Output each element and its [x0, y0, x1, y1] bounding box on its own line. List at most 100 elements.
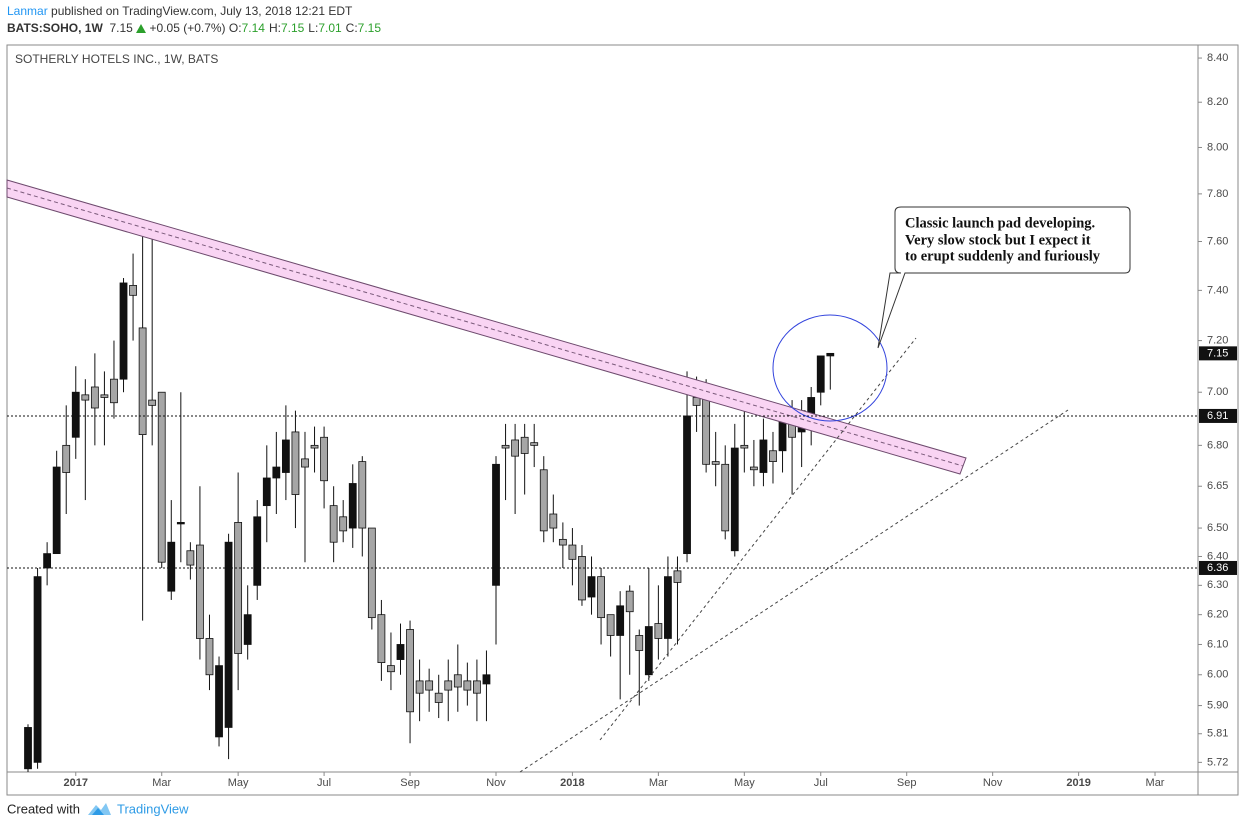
candle-body: [81, 394, 90, 401]
y-tick-label: 7.60: [1207, 235, 1228, 247]
callout: [877, 206, 1131, 349]
publish-line: Lanmar published on TradingView.com, Jul…: [7, 4, 352, 18]
x-tick-label: Jul: [317, 777, 331, 789]
candle-body: [749, 466, 758, 471]
candle-body: [358, 461, 367, 529]
candle-body: [406, 629, 414, 713]
ohlc-value: 7.14: [241, 21, 265, 35]
candle-body: [348, 483, 357, 529]
candle-body: [568, 544, 577, 560]
x-tick-label: 2018: [560, 777, 584, 789]
candle-body: [339, 516, 348, 532]
symbol: BATS:SOHO, 1W: [7, 21, 103, 35]
author[interactable]: Lanmar: [7, 4, 48, 18]
x-tick-label: Sep: [897, 777, 917, 789]
candle-body: [492, 463, 500, 586]
candle-body: [625, 590, 634, 613]
y-tick-label: 5.72: [1207, 756, 1228, 768]
candle-body: [511, 439, 520, 457]
candle-body: [43, 553, 52, 569]
candle-body: [549, 513, 558, 529]
y-tick-label: 6.10: [1207, 638, 1228, 650]
y-tick-label: 5.81: [1207, 728, 1228, 740]
annotation: Very slow stock but I expect it: [905, 232, 1091, 248]
candle-body: [291, 431, 300, 495]
y-tick-label: 6.50: [1207, 522, 1228, 534]
footer-brand[interactable]: TradingView: [117, 801, 189, 816]
candle-body: [578, 556, 586, 601]
candle-body: [425, 680, 434, 691]
candle-body: [62, 444, 71, 473]
y-tick-label: 6.00: [1207, 669, 1228, 681]
marks: [24, 229, 835, 772]
footer-text: Created with: [7, 801, 80, 816]
candle-body: [90, 386, 99, 409]
candle-body: [769, 450, 777, 462]
candle-body: [281, 439, 290, 473]
last-price: 7.15: [109, 21, 133, 35]
candle-body: [463, 680, 472, 691]
last-price-tag: [1199, 346, 1237, 361]
candle-body: [482, 674, 491, 685]
y-tick-label: 8.40: [1207, 52, 1228, 64]
candle-body: [157, 391, 166, 563]
candle-body: [664, 576, 672, 639]
candle-body: [24, 727, 32, 770]
symbol-line: BATS:SOHO, 1W 7.15 +0.05 (+0.7%) O:7.14 H…: [7, 21, 385, 35]
x-tick-label: Nov: [983, 777, 1003, 789]
candle-body: [329, 505, 338, 543]
chart-frame: [6, 44, 1239, 796]
candle-body: [587, 576, 596, 598]
highlight-ellipse: [772, 314, 888, 422]
x-tick-label: May: [228, 777, 249, 789]
x-tick-label: Mar: [152, 777, 171, 789]
candle-body: [215, 665, 223, 738]
y-tick-label: 6.30: [1207, 579, 1228, 591]
candle-body: [272, 466, 281, 479]
candle-body: [644, 626, 653, 676]
last-price-label: 7.15: [1207, 347, 1228, 359]
candle-body: [387, 665, 395, 673]
candle-body: [367, 527, 376, 619]
candle-body: [234, 522, 243, 654]
x-tick-label: Mar: [649, 777, 668, 789]
logo: [88, 803, 111, 815]
ohlc-value: 7.15: [357, 21, 382, 35]
candle-body: [396, 644, 405, 660]
candle-body: [683, 415, 691, 555]
candle-body: [148, 399, 157, 406]
channel-midline: [6, 187, 964, 467]
candle-body: [740, 444, 749, 449]
x-tick-label: Nov: [486, 777, 506, 789]
change: +0.05 (+0.7%): [149, 21, 226, 35]
y-tick-label: 6.40: [1207, 550, 1228, 562]
candle-body: [110, 378, 118, 404]
candle-body: [453, 674, 462, 688]
candle-body: [558, 538, 567, 546]
annotation: to erupt suddenly and furiously: [905, 248, 1101, 264]
y-tick-label: 6.20: [1207, 609, 1228, 621]
overlays: 6.91 6.36 7.15: [7, 346, 1237, 575]
y-tick-label: 7.80: [1207, 188, 1228, 200]
x-tick-label: 2017: [64, 777, 88, 789]
x-tick-label: Sep: [400, 777, 420, 789]
candle-body: [539, 469, 548, 532]
x-tick-label: 2019: [1066, 777, 1090, 789]
candle-body: [196, 544, 204, 639]
annotation: Classic launch pad developing.: [905, 215, 1095, 231]
y-tick-label: 7.40: [1207, 284, 1228, 296]
candle-body: [129, 285, 137, 296]
candle-body: [310, 444, 319, 449]
candle-body: [377, 614, 386, 663]
candle-body: [186, 550, 195, 566]
support-line: [599, 337, 917, 741]
candle-body: [702, 391, 711, 465]
y-tick-label: 6.65: [1207, 480, 1228, 492]
candle-body: [711, 461, 720, 465]
candle-body: [721, 463, 730, 532]
ohlc-value: 7.15: [280, 21, 305, 35]
ohlc-label: O:: [228, 21, 242, 35]
x-tick-label: Mar: [1146, 777, 1165, 789]
candle-body: [176, 522, 185, 525]
y-tick-label: 8.20: [1207, 96, 1228, 108]
